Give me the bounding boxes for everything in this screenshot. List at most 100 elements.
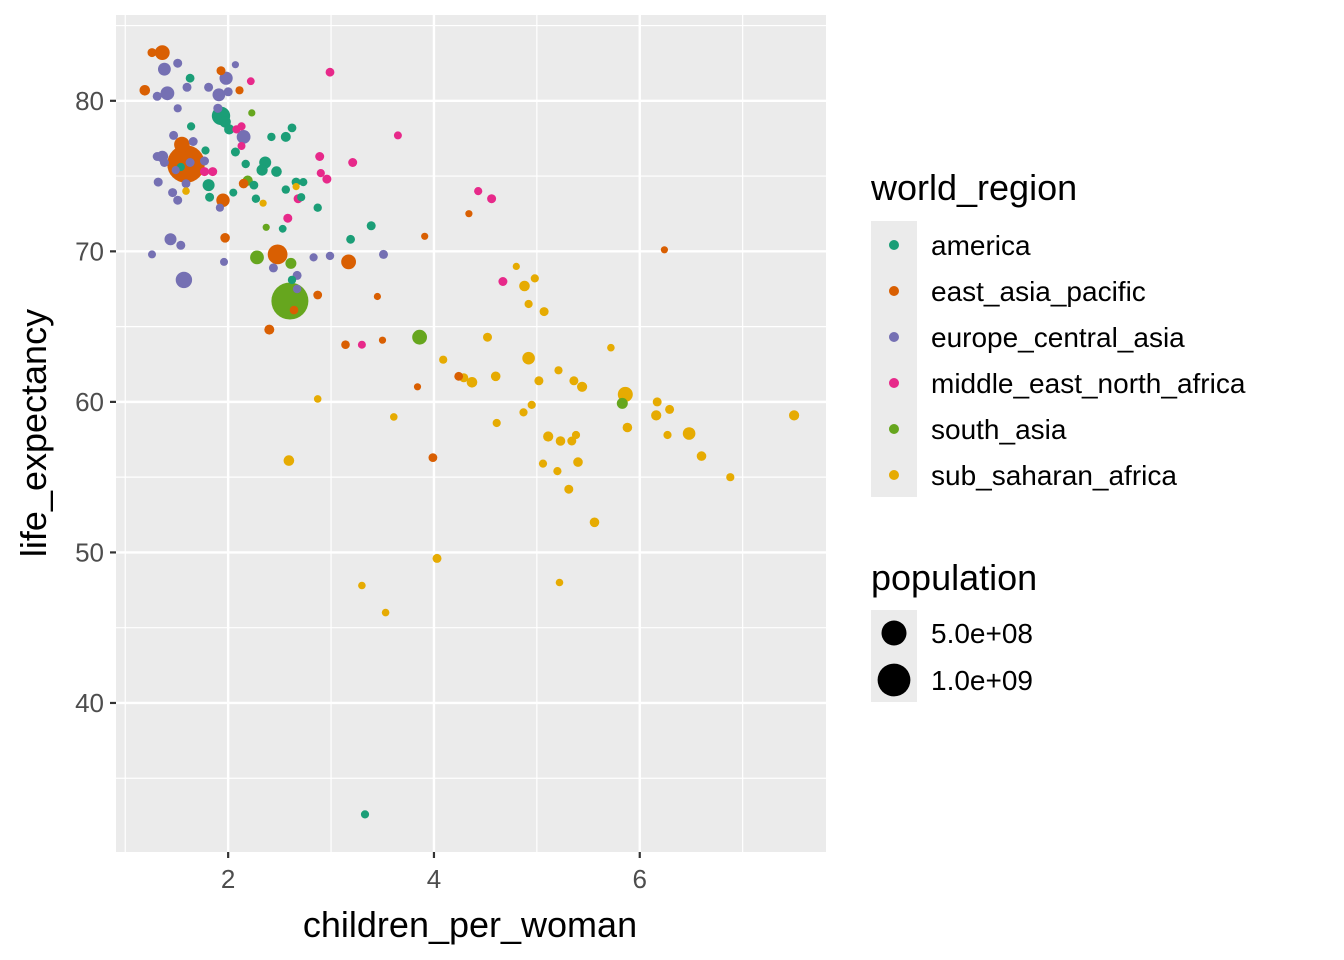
data-point-middle_east_north_africa [498, 277, 508, 286]
size-legend: population 5.0e+08 1.0e+09 [871, 557, 1037, 702]
data-point-east_asia_pacific [220, 233, 230, 243]
data-point-east_asia_pacific [216, 66, 226, 76]
data-point-america [287, 123, 297, 133]
data-point-sub_saharan_africa [652, 397, 662, 407]
data-point-sub_saharan_africa [573, 457, 583, 467]
data-point-america [229, 188, 238, 197]
data-point-east_asia_pacific [238, 178, 249, 189]
data-point-sub_saharan_africa [553, 467, 562, 476]
data-point-middle_east_north_africa [474, 187, 483, 196]
data-point-middle_east_north_africa [322, 174, 332, 184]
data-point-america [241, 159, 250, 169]
y-tick-label: 50 [75, 537, 104, 567]
data-point-east_asia_pacific [413, 383, 422, 391]
plot-background [116, 15, 826, 852]
data-point-europe_central_asia [188, 137, 198, 146]
y-tick-label: 80 [75, 86, 104, 116]
data-point-east_asia_pacific [341, 340, 350, 350]
data-point-europe_central_asia [185, 158, 195, 167]
data-point-america [287, 275, 297, 285]
data-point-europe_central_asia [164, 233, 177, 246]
data-point-europe_central_asia [220, 257, 228, 266]
data-point-america [297, 193, 306, 202]
data-point-sub_saharan_africa [439, 355, 448, 364]
size-legend-label: 5.0e+08 [931, 618, 1033, 649]
y-axis-title: life_expectancy [13, 309, 54, 557]
data-point-sub_saharan_africa [555, 436, 566, 446]
data-point-sub_saharan_africa [313, 395, 322, 403]
data-point-europe_central_asia [309, 253, 318, 262]
color-legend-title: world_region [870, 167, 1077, 208]
y-tick-label: 60 [75, 387, 104, 417]
legend-key-middle_east_north_africa [889, 378, 899, 388]
data-point-middle_east_north_africa [357, 340, 366, 349]
data-point-sub_saharan_africa [554, 366, 563, 375]
data-point-europe_central_asia [200, 156, 209, 166]
data-point-america [251, 194, 261, 203]
legend-key-sub_saharan_africa [889, 470, 899, 480]
points-layer [139, 45, 800, 819]
data-point-america [249, 180, 259, 190]
data-point-europe_central_asia [160, 86, 175, 101]
y-tick-label: 70 [75, 236, 104, 266]
grid-minor [116, 15, 826, 852]
data-point-middle_east_north_africa [208, 167, 218, 177]
data-point-east_asia_pacific [341, 254, 356, 270]
data-point-europe_central_asia [182, 82, 192, 92]
legend-key-south_asia [889, 424, 899, 434]
data-point-sub_saharan_africa [182, 187, 190, 195]
data-point-east_asia_pacific [216, 193, 230, 207]
data-point-sub_saharan_africa [696, 451, 707, 461]
color-legend-key-background [871, 221, 917, 497]
size-legend-key [881, 620, 907, 646]
data-point-east_asia_pacific [174, 136, 190, 153]
x-tick-label: 6 [633, 864, 647, 894]
legend-label-south_asia: south_asia [931, 414, 1067, 445]
data-point-sub_saharan_africa [390, 413, 398, 421]
x-tick-label: 4 [427, 864, 441, 894]
data-point-east_asia_pacific [154, 45, 170, 60]
data-point-america [271, 166, 282, 177]
data-point-america [224, 124, 235, 135]
data-point-east_asia_pacific [289, 305, 299, 315]
data-point-europe_central_asia [159, 158, 169, 167]
data-point-europe_central_asia [223, 87, 233, 97]
data-point-south_asia [616, 397, 628, 409]
data-point-sub_saharan_africa [432, 553, 442, 563]
data-point-east_asia_pacific [454, 371, 464, 381]
data-point-middle_east_north_africa [237, 122, 246, 131]
data-point-sub_saharan_africa [682, 427, 696, 440]
data-point-europe_central_asia [173, 58, 183, 68]
data-point-sub_saharan_africa [726, 473, 735, 482]
data-point-sub_saharan_africa [283, 455, 295, 466]
data-point-america [230, 147, 240, 157]
data-point-europe_central_asia [168, 188, 178, 198]
legend-label-east_asia_pacific: east_asia_pacific [931, 276, 1146, 307]
data-point-sub_saharan_africa [539, 307, 549, 317]
data-point-south_asia [250, 250, 264, 265]
data-point-europe_central_asia [171, 166, 180, 175]
data-point-middle_east_north_africa [315, 152, 325, 161]
data-point-america [278, 224, 287, 233]
data-point-east_asia_pacific [139, 85, 151, 96]
legend-key-europe_central_asia [889, 332, 899, 342]
data-point-sub_saharan_africa [622, 422, 633, 433]
data-point-south_asia [271, 282, 309, 320]
data-point-europe_central_asia [173, 195, 183, 205]
data-point-east_asia_pacific [465, 210, 473, 218]
data-point-america [280, 131, 291, 142]
data-point-sub_saharan_africa [607, 343, 615, 352]
data-point-america [313, 203, 322, 212]
data-point-sub_saharan_africa [571, 430, 581, 440]
data-point-sub_saharan_africa [543, 431, 554, 442]
data-point-america [366, 221, 376, 231]
legend-key-america [889, 240, 899, 250]
data-point-america [281, 185, 290, 194]
data-point-sub_saharan_africa [569, 376, 579, 386]
data-point-europe_central_asia [219, 71, 233, 85]
data-point-south_asia [248, 109, 256, 117]
data-point-sub_saharan_africa [259, 199, 267, 207]
data-point-america [267, 132, 276, 142]
data-point-europe_central_asia [292, 284, 302, 294]
